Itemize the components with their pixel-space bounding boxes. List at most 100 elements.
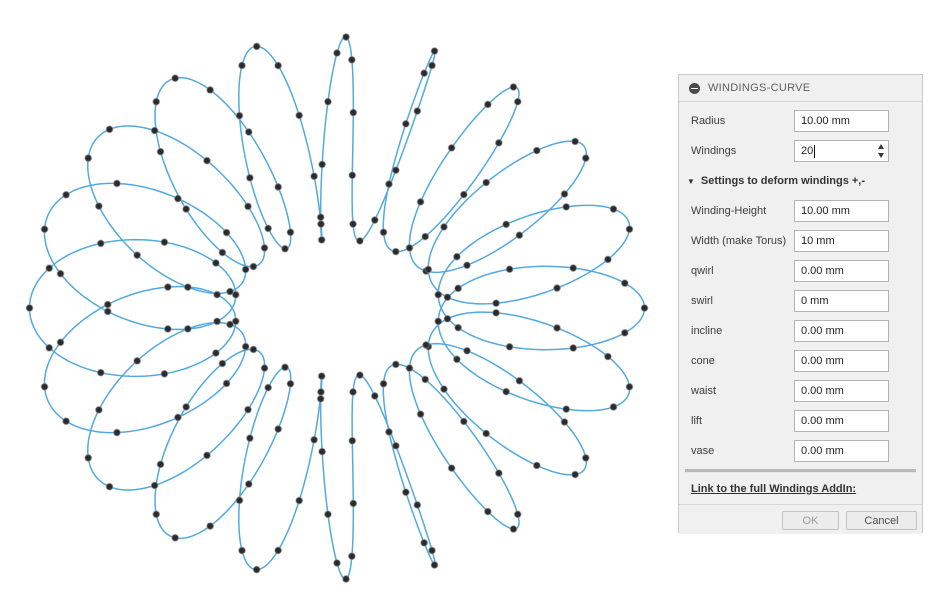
curve-point[interactable] [206, 522, 215, 530]
curve-point[interactable] [391, 360, 400, 369]
curve-point[interactable] [245, 434, 254, 443]
curve-point[interactable] [454, 284, 463, 293]
curve-point[interactable] [62, 190, 70, 199]
curve-point[interactable] [84, 453, 93, 462]
curve-point[interactable] [156, 147, 165, 156]
curve-point[interactable] [370, 392, 379, 400]
curve-point[interactable] [244, 128, 253, 136]
curve-point[interactable] [160, 238, 169, 247]
curve-point[interactable] [513, 97, 522, 106]
curve-point[interactable] [502, 220, 511, 229]
curve-point[interactable] [385, 180, 393, 188]
ok-button[interactable]: OK [782, 511, 839, 530]
spinner-control[interactable] [878, 141, 884, 161]
curve-point[interactable] [447, 464, 456, 473]
curve-point[interactable] [453, 355, 461, 364]
curve-point[interactable] [45, 343, 54, 352]
windings-curve-path[interactable] [28, 36, 646, 580]
curve-point[interactable] [163, 325, 172, 333]
curve-point[interactable] [249, 345, 258, 354]
curve-point[interactable] [222, 379, 231, 388]
curve-point[interactable] [45, 264, 54, 273]
collapse-minus-icon[interactable] [689, 82, 700, 94]
curve-point[interactable] [94, 405, 103, 414]
curve-point[interactable] [211, 259, 220, 267]
curve-point[interactable] [56, 269, 65, 278]
curve-point[interactable] [604, 352, 612, 361]
curve-point[interactable] [483, 507, 492, 516]
curve-point[interactable] [454, 323, 463, 332]
curve-point[interactable] [310, 435, 319, 444]
curve-point[interactable] [241, 342, 250, 351]
field-input-width-make-torus[interactable]: 10 mm [794, 230, 889, 252]
curve-point[interactable] [459, 417, 468, 426]
curve-point[interactable] [317, 388, 325, 396]
curve-point[interactable] [553, 324, 561, 332]
curve-point[interactable] [385, 428, 393, 436]
curve-point[interactable] [569, 344, 578, 352]
curve-point[interactable] [349, 388, 357, 396]
curve-point[interactable] [245, 173, 254, 182]
curve-point[interactable] [640, 304, 649, 312]
curve-point[interactable] [391, 441, 400, 450]
curve-point[interactable] [244, 480, 253, 488]
curve-point[interactable] [238, 546, 246, 555]
curve-point[interactable] [156, 460, 165, 469]
curve-point[interactable] [620, 328, 629, 337]
curve-point[interactable] [620, 279, 629, 288]
curve-point[interactable] [405, 364, 414, 373]
curve-point[interactable] [163, 283, 172, 291]
field-input-cone[interactable]: 0.00 mm [794, 350, 889, 372]
curve-point[interactable] [349, 220, 357, 228]
curve-point[interactable] [160, 369, 169, 378]
curve-point[interactable] [171, 533, 180, 542]
field-input-winding-height[interactable]: 10.00 mm [794, 200, 889, 222]
curve-point[interactable] [183, 324, 192, 333]
curve-point[interactable] [443, 293, 452, 302]
curve-point[interactable] [453, 252, 461, 261]
curve-point[interactable] [625, 382, 634, 391]
curve-point[interactable] [492, 308, 500, 317]
curve-point[interactable] [281, 363, 289, 372]
curve-point[interactable] [103, 300, 112, 309]
curve-point[interactable] [231, 317, 240, 326]
curve-point[interactable] [609, 403, 618, 411]
curve-point[interactable] [152, 97, 161, 106]
curve-point[interactable] [391, 166, 400, 175]
curve-point[interactable] [421, 232, 430, 241]
curve-point[interactable] [203, 156, 211, 165]
curve-point[interactable] [222, 228, 231, 237]
curve-point[interactable] [424, 265, 433, 274]
curve-point[interactable] [84, 154, 93, 163]
curve-point[interactable] [274, 546, 283, 555]
curve-point[interactable] [213, 290, 221, 299]
curve-point[interactable] [430, 47, 439, 55]
curve-point[interactable] [405, 243, 414, 252]
curve-point[interactable] [604, 255, 612, 264]
curve-point[interactable] [182, 205, 191, 213]
curve-point[interactable] [401, 119, 410, 128]
curve-point[interactable] [94, 202, 103, 211]
curve-point[interactable] [62, 417, 70, 426]
curve-point[interactable] [562, 405, 571, 414]
curve-point[interactable] [505, 265, 514, 274]
curve-point[interactable] [463, 346, 471, 355]
curve-point[interactable] [434, 317, 443, 326]
curve-point[interactable] [317, 235, 326, 244]
curve-point[interactable] [252, 42, 261, 51]
curve-point[interactable] [174, 413, 182, 422]
curve-point[interactable] [182, 403, 191, 411]
curve-point[interactable] [348, 436, 357, 445]
curve-point[interactable] [213, 317, 221, 326]
curve-point[interactable] [238, 61, 246, 70]
curve-point[interactable] [318, 160, 327, 169]
curve-point[interactable] [571, 470, 580, 479]
curve-point[interactable] [347, 552, 356, 561]
curve-point[interactable] [420, 538, 429, 547]
curve-point[interactable] [515, 376, 524, 385]
curve-point[interactable] [96, 239, 105, 248]
dialog-title-bar[interactable]: WINDINGS-CURVE [679, 75, 922, 102]
curve-point[interactable] [333, 559, 341, 567]
curve-point[interactable] [569, 264, 578, 272]
